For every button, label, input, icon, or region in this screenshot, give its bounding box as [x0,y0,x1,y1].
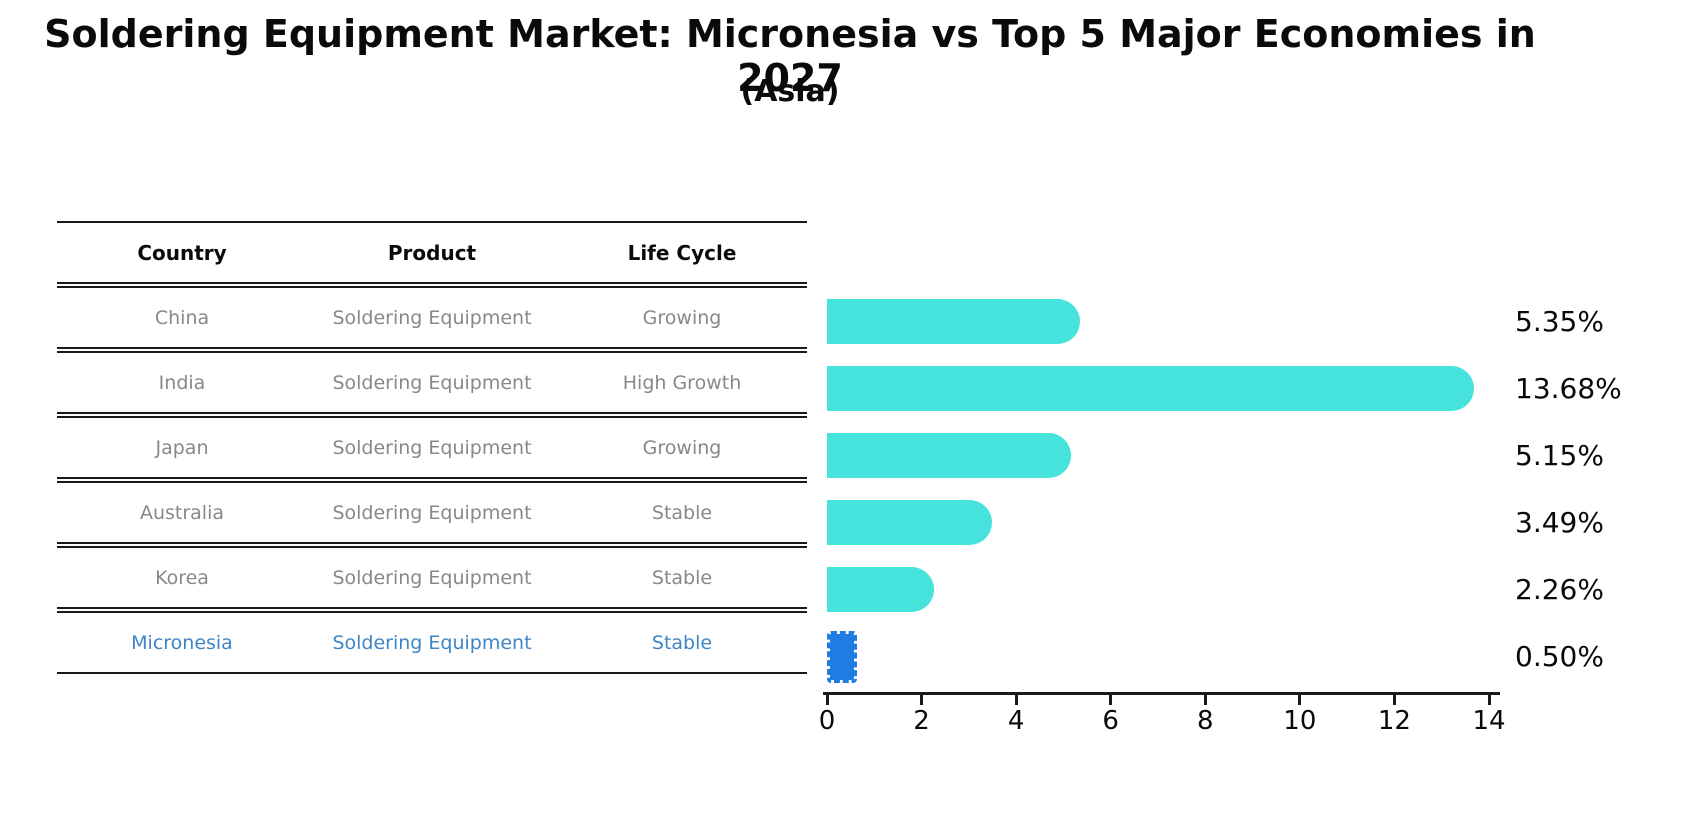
bar-value-label: 0.50% [1515,640,1604,673]
bar-row [827,355,1474,422]
x-tick [1109,695,1113,705]
bar-micronesia [827,630,857,683]
table-cell-product: Soldering Equipment [307,546,557,609]
data-table: Country Product Life Cycle China Solderin… [57,219,807,676]
bar-row [827,489,1474,556]
x-tick [1392,695,1396,705]
bar-row [827,556,1474,623]
table-cell-country: China [57,286,307,349]
table-row: Japan Soldering Equipment Growing [57,416,807,479]
table-row: Australia Soldering Equipment Stable [57,481,807,544]
table-cell-product: Soldering Equipment [307,351,557,414]
bar-row [827,288,1474,355]
table-header: Country Product Life Cycle [57,221,807,284]
table-row: Micronesia Soldering Equipment Stable [57,611,807,674]
x-tick [1487,695,1491,705]
bar-value-label: 5.35% [1515,305,1604,338]
bar-china [827,299,1080,344]
page-title: Soldering Equipment Market: Micronesia v… [44,12,1536,100]
bar-australia [827,500,993,545]
table-cell-country: India [57,351,307,414]
x-tick [825,695,829,705]
table-cell-country: Micronesia [57,611,307,674]
table-row: China Soldering Equipment Growing [57,286,807,349]
page-subtitle: (Asia) [740,74,840,109]
table-cell-country: Australia [57,481,307,544]
bar-india [827,366,1474,411]
table-row: India Soldering Equipment High Growth [57,351,807,414]
table-cell-life-cycle: High Growth [557,351,807,414]
bar-chart [827,288,1474,690]
table-body: China Soldering Equipment Growing India Sold… [57,286,807,674]
table-cell-country: Korea [57,546,307,609]
bar-row [827,623,1474,690]
bar-value-label: 13.68% [1515,372,1622,405]
x-tick-label: 8 [1197,706,1214,736]
bar-row [827,422,1474,489]
table-cell-life-cycle: Stable [557,611,807,674]
x-tick-label: 10 [1283,706,1317,736]
x-tick-label: 2 [913,706,930,736]
x-tick [1298,695,1302,705]
x-tick-label: 4 [1007,706,1025,736]
table-row: Korea Soldering Equipment Stable [57,546,807,609]
x-axis-line [823,692,1500,695]
x-tick-label: 14 [1472,706,1506,736]
table-cell-life-cycle: Growing [557,416,807,479]
column-header-country: Country [57,221,307,284]
bar-value-label: 5.15% [1515,439,1604,472]
table-header-row: Country Product Life Cycle [57,221,807,284]
table-cell-life-cycle: Stable [557,546,807,609]
table-cell-product: Soldering Equipment [307,611,557,674]
bar-korea [827,567,934,612]
column-header-product: Product [307,221,557,284]
x-tick-label: 6 [1102,706,1119,736]
table-cell-product: Soldering Equipment [307,286,557,349]
x-tick-label: 0 [818,706,836,736]
bar-japan [827,433,1071,478]
table-cell-country: Japan [57,416,307,479]
x-tick-label: 12 [1377,706,1411,736]
bar-value-label: 3.49% [1515,506,1604,539]
table-cell-life-cycle: Growing [557,286,807,349]
bar-value-label: 2.26% [1515,573,1604,606]
x-tick [920,695,924,705]
table-cell-life-cycle: Stable [557,481,807,544]
x-tick [1203,695,1207,705]
column-header-life-cycle: Life Cycle [557,221,807,284]
table-cell-product: Soldering Equipment [307,416,557,479]
table-cell-product: Soldering Equipment [307,481,557,544]
x-tick [1014,695,1018,705]
bar-value-labels: 5.35% 13.68% 5.15% 3.49% 2.26% 0.50% [1515,288,1622,690]
